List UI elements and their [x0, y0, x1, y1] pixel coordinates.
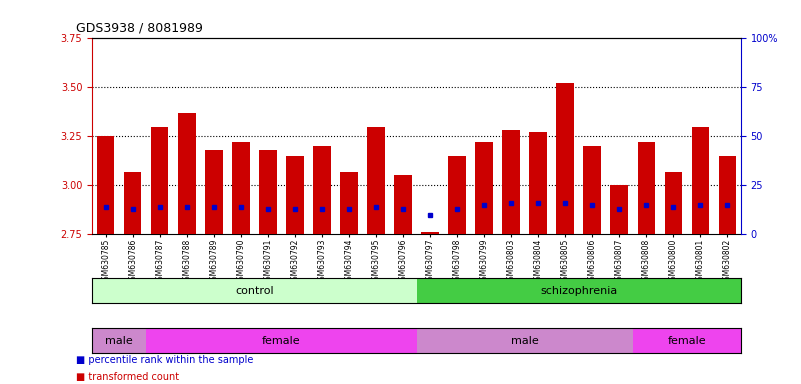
Bar: [205, 150, 223, 234]
Bar: [421, 232, 439, 234]
Text: male: male: [105, 336, 133, 346]
Bar: [610, 185, 628, 234]
Bar: [529, 132, 547, 234]
Text: ■ percentile rank within the sample: ■ percentile rank within the sample: [76, 355, 253, 365]
Bar: [92, 328, 146, 353]
Bar: [417, 278, 741, 303]
Bar: [286, 156, 304, 234]
Bar: [394, 175, 412, 234]
Bar: [178, 113, 195, 234]
Bar: [97, 136, 115, 234]
Text: male: male: [511, 336, 538, 346]
Bar: [367, 127, 384, 234]
Bar: [638, 142, 655, 234]
Text: ■ transformed count: ■ transformed count: [76, 372, 179, 382]
Bar: [691, 127, 709, 234]
Text: female: female: [667, 336, 706, 346]
Bar: [417, 328, 633, 353]
Bar: [259, 150, 276, 234]
Text: GDS3938 / 8081989: GDS3938 / 8081989: [76, 22, 203, 35]
Bar: [146, 328, 417, 353]
Bar: [313, 146, 331, 234]
Bar: [583, 146, 601, 234]
Bar: [124, 172, 142, 234]
Bar: [340, 172, 358, 234]
Bar: [92, 278, 417, 303]
Bar: [633, 328, 741, 353]
Bar: [502, 131, 520, 234]
Bar: [475, 142, 493, 234]
Bar: [665, 172, 682, 234]
Bar: [557, 83, 574, 234]
Text: female: female: [262, 336, 300, 346]
Text: control: control: [235, 286, 274, 296]
Bar: [232, 142, 250, 234]
Bar: [449, 156, 466, 234]
Text: schizophrenia: schizophrenia: [540, 286, 618, 296]
Bar: [151, 127, 168, 234]
Bar: [718, 156, 736, 234]
